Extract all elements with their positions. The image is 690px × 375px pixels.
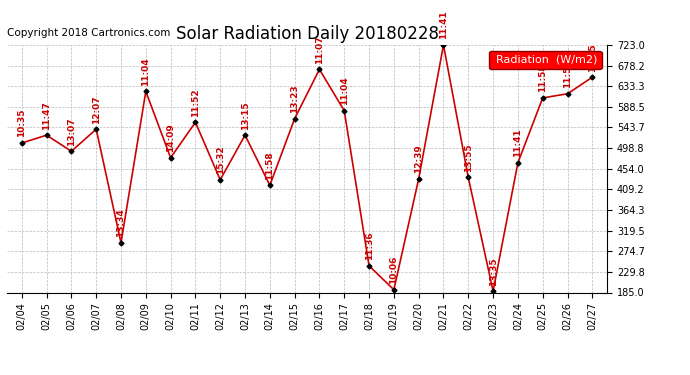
Text: 11:58: 11:58 [538, 64, 547, 92]
Text: 11:50: 11:50 [563, 60, 572, 88]
Legend: Radiation  (W/m2): Radiation (W/m2) [489, 51, 602, 69]
Text: 11:04: 11:04 [141, 57, 150, 86]
Text: 12:07: 12:07 [92, 95, 101, 124]
Text: 15:32: 15:32 [216, 146, 225, 174]
Text: 11:04: 11:04 [339, 76, 348, 105]
Text: Copyright 2018 Cartronics.com: Copyright 2018 Cartronics.com [7, 28, 170, 38]
Text: 11:41: 11:41 [513, 129, 522, 157]
Text: 14:09: 14:09 [166, 123, 175, 152]
Text: 11:47: 11:47 [42, 101, 51, 130]
Text: 11:58: 11:58 [266, 151, 275, 180]
Text: 13:34: 13:34 [117, 209, 126, 237]
Text: 13:15: 13:15 [241, 101, 250, 130]
Text: 11:52: 11:52 [191, 88, 200, 117]
Text: 13:07: 13:07 [67, 117, 76, 146]
Title: Solar Radiation Daily 20180228: Solar Radiation Daily 20180228 [175, 26, 439, 44]
Text: 11:07: 11:07 [315, 35, 324, 64]
Text: 10:35: 10:35 [17, 109, 26, 137]
Text: 10:06: 10:06 [389, 256, 398, 284]
Text: 11:36: 11:36 [364, 232, 373, 260]
Text: 13:55: 13:55 [464, 143, 473, 172]
Text: 13:23: 13:23 [290, 84, 299, 113]
Text: 12:39: 12:39 [414, 145, 423, 173]
Text: 13:35: 13:35 [489, 257, 497, 286]
Text: 12:15: 12:15 [588, 43, 597, 72]
Text: 11:41: 11:41 [439, 11, 448, 39]
